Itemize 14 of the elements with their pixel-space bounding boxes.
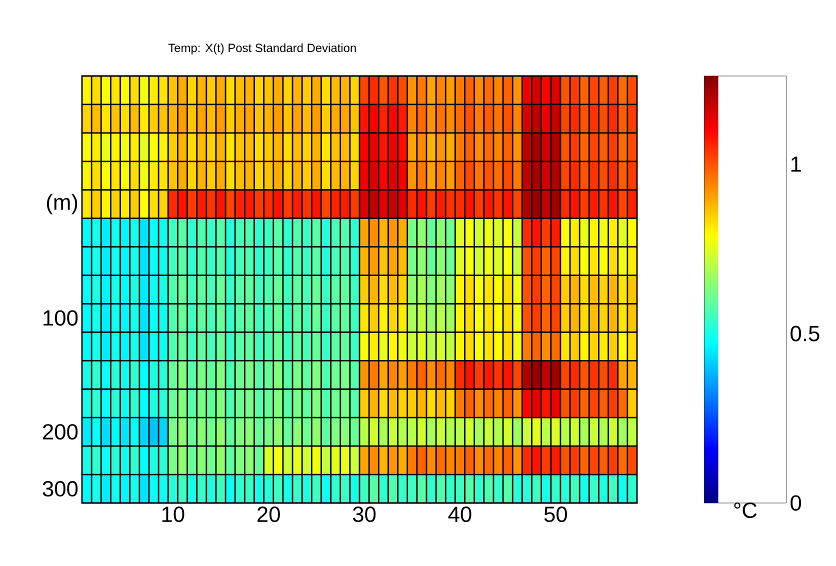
x-tick-label: 30 (352, 506, 376, 522)
color-bar-label: 1 (791, 156, 801, 172)
x-tick-label: 20 (258, 506, 280, 522)
y-tick-label: (m) (46, 194, 78, 214)
color-bar-label: 0.5 (790, 326, 820, 342)
y-tick-label: 100 (44, 310, 78, 326)
x-tick-label: 50 (544, 506, 567, 522)
x-tick-label: 40 (448, 506, 472, 522)
color-bar-title: °C (734, 502, 757, 518)
y-tick-label: 200 (43, 424, 78, 440)
color-bar-label: 0 (790, 495, 802, 511)
chart-title: Temp: X(t) Post Standard Deviation (168, 43, 356, 55)
x-tick-label: 10 (162, 506, 184, 522)
y-tick-label: 300 (42, 481, 78, 497)
